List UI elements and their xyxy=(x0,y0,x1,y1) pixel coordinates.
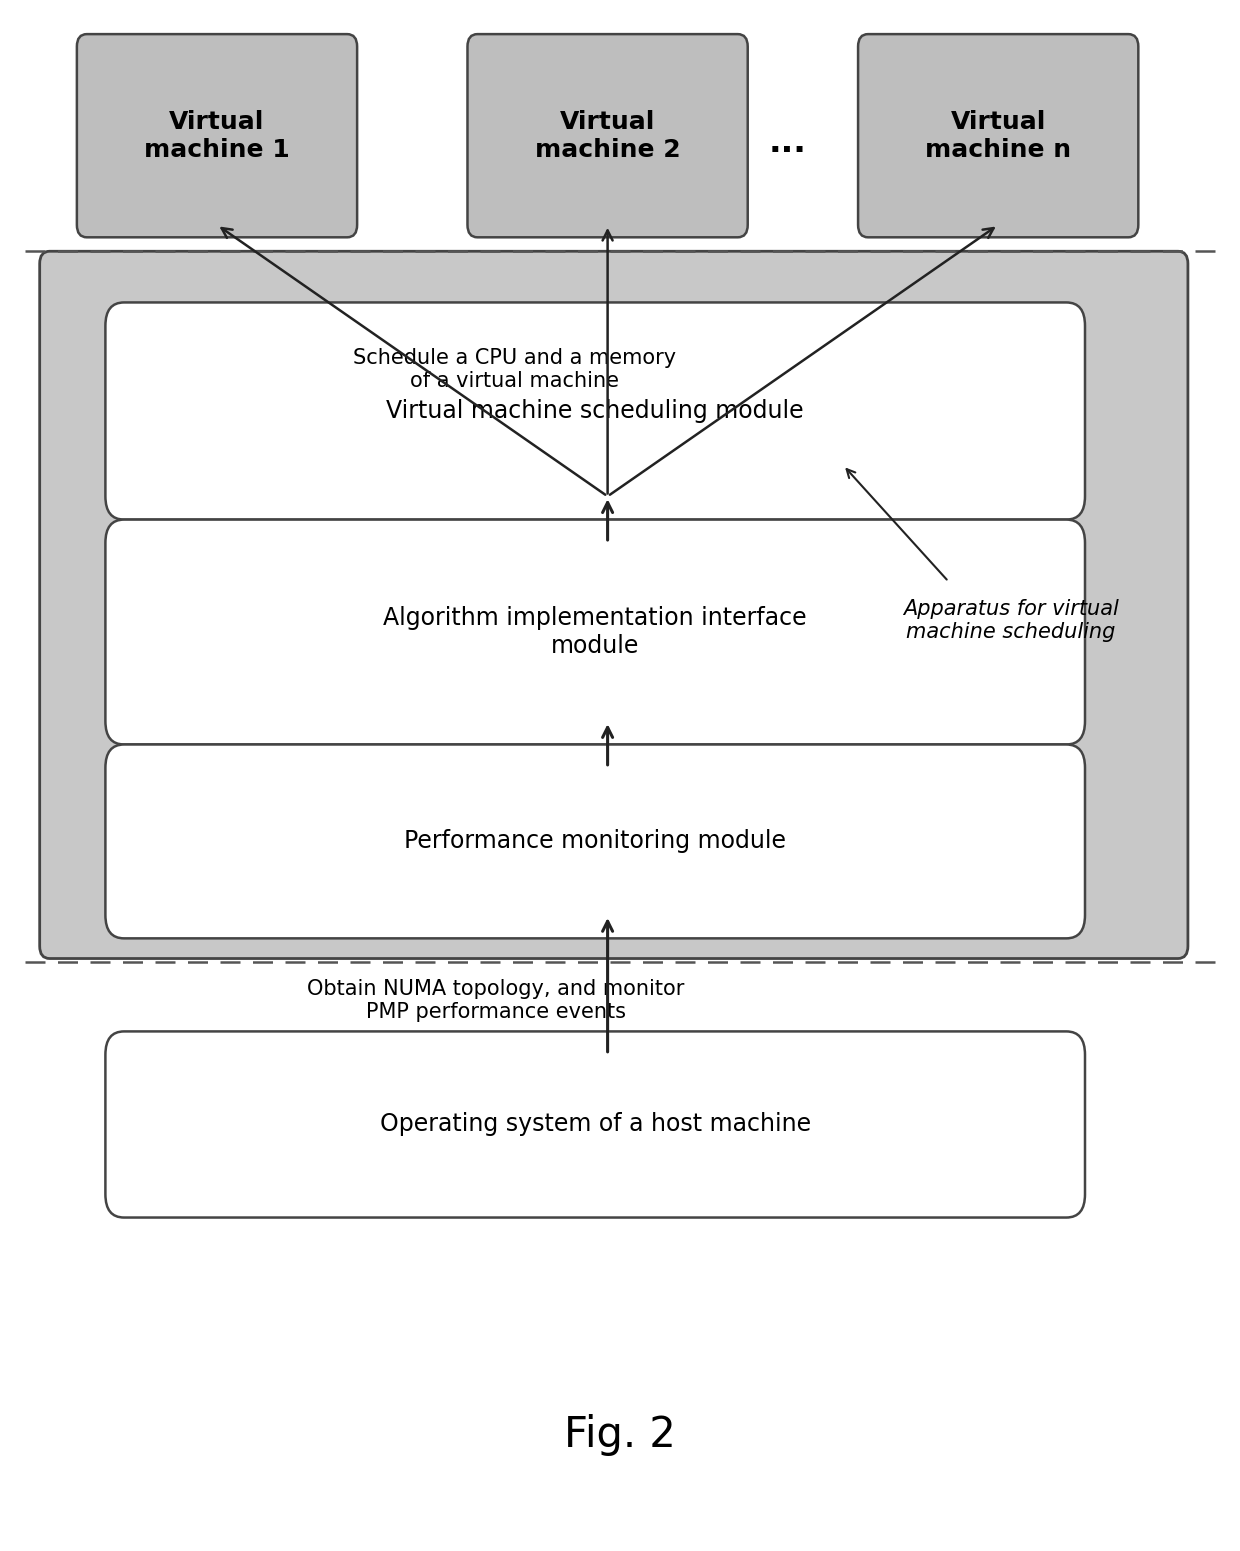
Text: Virtual
machine 1: Virtual machine 1 xyxy=(144,110,290,161)
FancyBboxPatch shape xyxy=(40,251,1188,959)
Text: Schedule a CPU and a memory
of a virtual machine: Schedule a CPU and a memory of a virtual… xyxy=(353,347,676,391)
FancyBboxPatch shape xyxy=(77,34,357,237)
Text: Fig. 2: Fig. 2 xyxy=(564,1413,676,1456)
Text: Algorithm implementation interface
module: Algorithm implementation interface modul… xyxy=(383,606,807,658)
Text: ...: ... xyxy=(769,126,806,160)
Text: Operating system of a host machine: Operating system of a host machine xyxy=(379,1112,811,1137)
FancyBboxPatch shape xyxy=(105,1031,1085,1218)
FancyBboxPatch shape xyxy=(105,302,1085,520)
Text: Virtual
machine n: Virtual machine n xyxy=(925,110,1071,161)
Text: Virtual machine scheduling module: Virtual machine scheduling module xyxy=(387,399,804,423)
FancyBboxPatch shape xyxy=(858,34,1138,237)
Text: Performance monitoring module: Performance monitoring module xyxy=(404,830,786,853)
FancyBboxPatch shape xyxy=(105,744,1085,938)
FancyBboxPatch shape xyxy=(105,520,1085,744)
FancyBboxPatch shape xyxy=(467,34,748,237)
Text: Apparatus for virtual
machine scheduling: Apparatus for virtual machine scheduling xyxy=(903,599,1118,642)
Text: Obtain NUMA topology, and monitor
PMP performance events: Obtain NUMA topology, and monitor PMP pe… xyxy=(308,979,684,1022)
Text: Virtual
machine 2: Virtual machine 2 xyxy=(534,110,681,161)
